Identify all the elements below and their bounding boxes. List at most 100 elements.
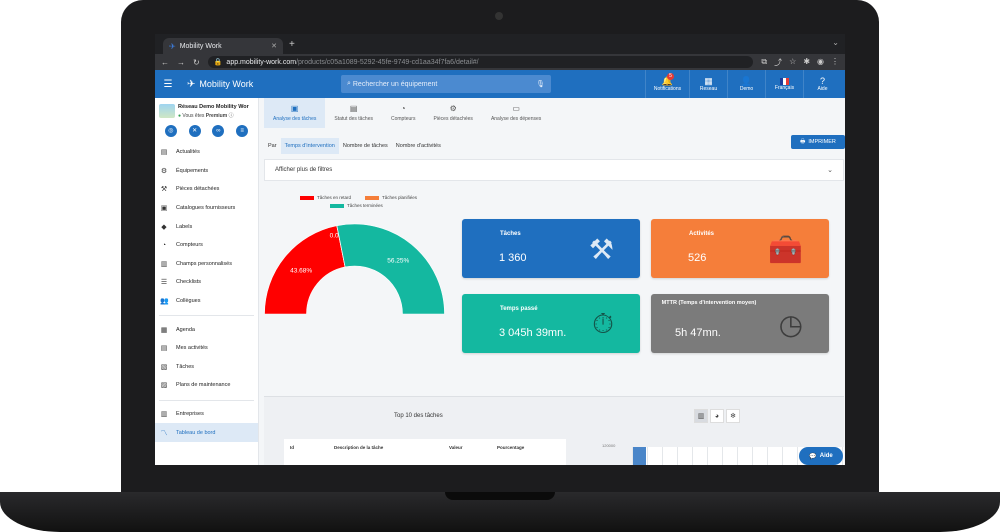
- legend-item-terminees[interactable]: Tâches terminées: [330, 203, 383, 208]
- reload-icon[interactable]: ↻: [193, 57, 200, 67]
- sidebar-item-label: Collègues: [176, 298, 201, 305]
- back-icon[interactable]: ←: [161, 57, 169, 67]
- clock-icon: ◷: [778, 309, 803, 340]
- filter-nombre-activites[interactable]: Nombre d'activités: [395, 143, 441, 149]
- nav-help[interactable]: ? Aide: [803, 70, 841, 98]
- brand-name: Mobility Work: [199, 79, 254, 89]
- nav-language[interactable]: Français: [765, 70, 803, 98]
- french-flag-icon: [780, 77, 789, 85]
- gauge-slice[interactable]: [336, 223, 445, 314]
- sidebar-item-tableau-de-bord[interactable]: 〽 Tableau de bord: [155, 423, 258, 442]
- sidebar-item-entreprises[interactable]: ▥ Entreprises: [155, 405, 258, 424]
- activities-icon: ▤: [160, 345, 168, 353]
- hamburger-menu-icon[interactable]: ☰: [163, 78, 173, 90]
- info-icon[interactable]: ⓘ: [228, 113, 234, 119]
- url-path: /products/c05a1089-5292-45fe-9749-cd1aa3…: [296, 58, 479, 66]
- filter-nombre-taches[interactable]: Nombre de tâches: [342, 143, 388, 149]
- microphone-icon[interactable]: 🎙: [536, 81, 545, 88]
- nav-reseau-label: Reseau: [699, 86, 718, 92]
- sidebar-item-catalogues[interactable]: ▣ Catalogues fournisseurs: [155, 199, 258, 218]
- address-bar[interactable]: 🔒 app.mobility-work.com /products/c05a10…: [207, 56, 754, 68]
- sidebar-item-collegues[interactable]: 👥 Collègues: [155, 292, 258, 311]
- tab-analyse-taches[interactable]: ▣ Analyse des tâches: [264, 98, 326, 128]
- sidebar: Réseau Demo Mobility Wor ● Vous êtes Pre…: [155, 98, 259, 465]
- people-icon: 👥: [160, 298, 169, 306]
- top10-title: Top 10 des tâches: [394, 413, 443, 419]
- sidebar-item-activites[interactable]: ▤ Mes activités: [155, 339, 258, 358]
- translate-icon[interactable]: ⧉: [761, 56, 768, 66]
- column-description[interactable]: Description de la tâche: [334, 445, 384, 450]
- nav-demo[interactable]: 👤 Demo: [727, 70, 765, 98]
- browser-tab[interactable]: ✈ Mobility Work ✕: [163, 38, 283, 54]
- profile-icon[interactable]: ◉: [817, 56, 824, 66]
- forward-icon[interactable]: →: [177, 57, 185, 67]
- sidebar-item-label: Champs personnalisés: [176, 260, 232, 267]
- sidebar-item-label: Plans de maintenance: [176, 382, 231, 389]
- extensions-icon[interactable]: ✱: [803, 56, 811, 66]
- share-icon[interactable]: ⤴: [774, 57, 783, 67]
- nav-notifications[interactable]: 🔔 5 Notifications: [645, 70, 689, 98]
- help-chat-label: Aide: [819, 453, 833, 459]
- quick-actions: ◎ ✕ ∞ ≡: [155, 119, 258, 141]
- snowflake-icon[interactable]: ❄: [726, 409, 740, 423]
- bell-icon: 🔔: [661, 76, 674, 86]
- sidebar-item-champs[interactable]: ▥ Champs personnalisés: [155, 255, 258, 274]
- kpi-card-temps-passe[interactable]: Temps passé 3 045h 39mn. ⏱: [462, 294, 640, 353]
- parts-icon: ⚒: [160, 186, 168, 194]
- tab-pieces[interactable]: ⚙ Pièces détachées: [424, 98, 481, 128]
- column-id[interactable]: Id: [290, 445, 294, 450]
- sidebar-item-labels[interactable]: ◆ Labels: [155, 217, 258, 236]
- sidebar-item-checklists[interactable]: ☰ Checklists: [155, 273, 258, 292]
- status-prefix: Vous êtes: [182, 113, 205, 119]
- mobility-work-logo-icon: ✈: [187, 78, 196, 90]
- help-chat-button[interactable]: 💬 Aide: [799, 447, 843, 465]
- filter-temps-intervention[interactable]: Temps d'intervention: [280, 138, 339, 154]
- kpi-value: 1 360: [499, 252, 527, 264]
- star-icon[interactable]: ☆: [789, 56, 797, 66]
- kpi-card-activites[interactable]: Activités 526 🧰: [651, 219, 829, 278]
- bar-chart-bar[interactable]: [633, 447, 646, 465]
- pie-chart-icon[interactable]: ◕: [710, 409, 724, 423]
- kpi-label: Temps passé: [500, 306, 538, 312]
- more-icon[interactable]: ⋮: [831, 56, 839, 66]
- link-quick-icon[interactable]: ∞: [212, 125, 225, 137]
- chart-legend: Tâches en retard Tâches planifiées Tâche…: [300, 195, 430, 208]
- bar-chart-icon[interactable]: ▥: [694, 409, 708, 423]
- nav-reseau[interactable]: ▦ Reseau: [689, 70, 727, 98]
- legend-swatch: [330, 203, 344, 208]
- legend-item-retard[interactable]: Tâches en retard: [300, 195, 351, 200]
- camera-quick-icon[interactable]: ◎: [164, 125, 177, 137]
- sidebar-item-label: Catalogues fournisseurs: [176, 205, 236, 212]
- column-pourcentage[interactable]: Pourcentage: [497, 445, 525, 450]
- sidebar-item-pieces[interactable]: ⚒ Pièces détachées: [155, 180, 258, 199]
- sidebar-item-label: Équipements: [176, 167, 209, 174]
- close-tab-icon[interactable]: ✕: [271, 43, 277, 50]
- kpi-label: Tâches: [500, 231, 521, 237]
- sidebar-item-compteurs[interactable]: ◔ Compteurs: [155, 236, 258, 255]
- kpi-card-mttr[interactable]: MTTR (Temps d'intervention moyen) 5h 47m…: [651, 294, 829, 353]
- gauge-icon: ◔: [161, 241, 167, 249]
- list-quick-icon[interactable]: ≡: [236, 125, 249, 137]
- more-filters-toggle[interactable]: Afficher plus de filtres ⌄: [264, 159, 844, 181]
- legend-item-planifiees[interactable]: Tâches planifiées: [365, 195, 417, 200]
- organization-card[interactable]: Réseau Demo Mobility Wor ● Vous êtes Pre…: [155, 98, 258, 119]
- kpi-card-taches[interactable]: Tâches 1 360 ⚒: [462, 219, 640, 278]
- window-controls-icon[interactable]: ⌄: [832, 38, 839, 47]
- column-valeur[interactable]: Valeur: [449, 445, 463, 450]
- brand-logo[interactable]: ✈ Mobility Work: [187, 79, 253, 90]
- tab-statut-taches[interactable]: ▤ Statut des tâches: [325, 98, 382, 128]
- tab-label: Statut des tâches: [334, 116, 373, 122]
- new-tab-icon[interactable]: +: [289, 38, 295, 50]
- sidebar-item-agenda[interactable]: ▦ Agenda: [155, 320, 258, 339]
- sidebar-item-equipements[interactable]: ⚙ Équipements: [155, 162, 258, 181]
- sidebar-item-plans[interactable]: ▨ Plans de maintenance: [155, 376, 258, 395]
- search-input[interactable]: ⌕ Rechercher un équipement 🎙: [341, 75, 551, 93]
- tab-label: Pièces détachées: [433, 116, 473, 122]
- sidebar-item-taches[interactable]: ▧ Tâches: [155, 358, 258, 377]
- search-placeholder: Rechercher un équipement: [352, 80, 438, 88]
- tab-depenses[interactable]: ▭ Analyse des dépenses: [482, 98, 550, 128]
- tab-compteurs[interactable]: ◔ Compteurs: [382, 98, 424, 128]
- print-button[interactable]: 🖶 IMPRIMER: [791, 135, 845, 149]
- sidebar-item-actualites[interactable]: ▤ Actualités: [155, 143, 258, 162]
- tool-quick-icon[interactable]: ✕: [188, 125, 201, 137]
